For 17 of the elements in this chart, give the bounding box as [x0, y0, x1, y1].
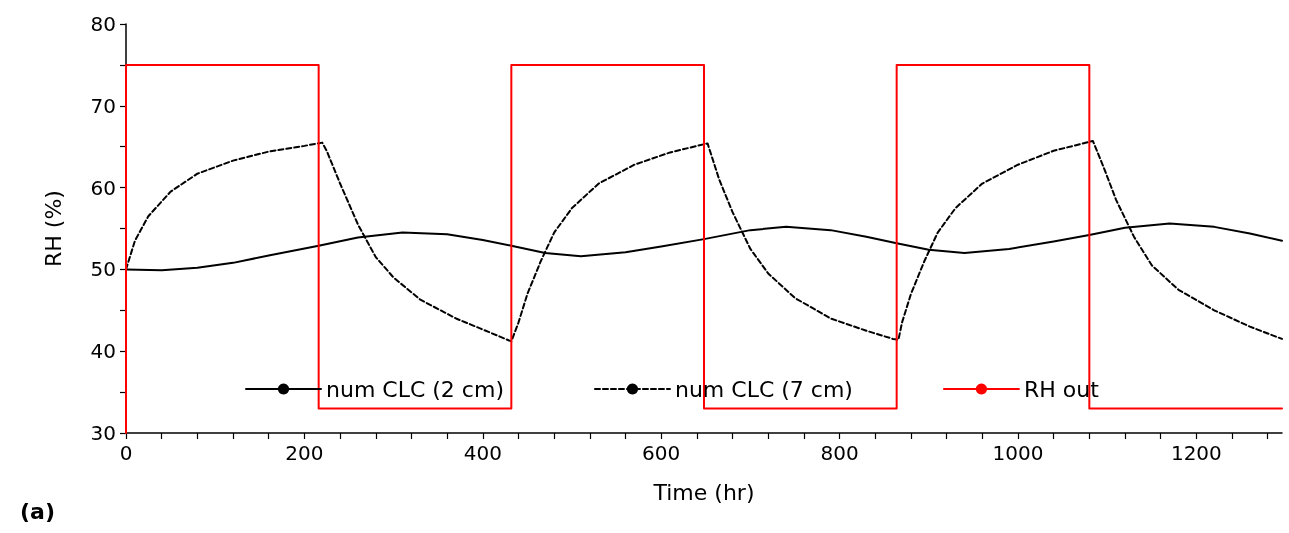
y-tick-label: 40 [90, 339, 116, 364]
x-tick-label: 600 [642, 441, 681, 465]
x-tick-label: 1200 [1170, 441, 1222, 465]
y-tick-label: 70 [90, 93, 116, 118]
y-tick-label: 80 [90, 12, 116, 36]
legend-label: num CLC (2 cm) [326, 376, 504, 402]
y-tick-label: 50 [90, 257, 116, 282]
x-tick-label: 0 [119, 441, 133, 465]
x-tick-label: 400 [463, 441, 502, 465]
text: (a) [20, 498, 55, 524]
x-tick-label: 800 [820, 441, 859, 465]
y-axis-title: RH (%) [40, 190, 66, 267]
y-tick-label: 30 [90, 421, 116, 445]
y-tick-label: 60 [90, 175, 116, 200]
x-tick-label: 200 [285, 441, 324, 465]
x-tick-label: 1000 [992, 441, 1044, 465]
x-axis-title: Time (hr) [652, 479, 755, 505]
